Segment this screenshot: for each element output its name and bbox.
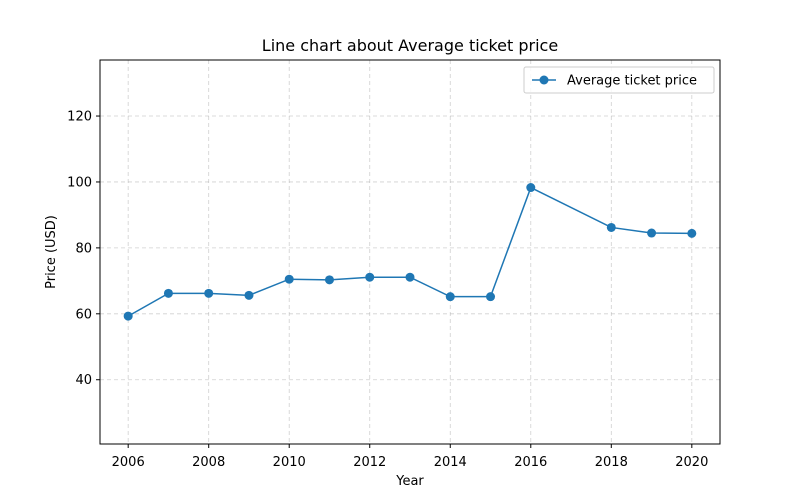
axis-ticks: 2006 2008 2010 2012 2014 2016 2018 2020 40 60 80 10…: [67, 110, 708, 470]
data-point: [486, 292, 496, 302]
y-tick-label: 60: [75, 307, 92, 322]
data-point: [687, 228, 697, 238]
data-point: [647, 228, 657, 238]
data-point: [405, 272, 415, 282]
x-tick-label: 2006: [112, 455, 145, 470]
y-tick-label: 40: [75, 373, 92, 388]
data-point: [163, 288, 173, 298]
data-point: [365, 272, 375, 282]
x-tick-label: 2008: [192, 455, 225, 470]
data-point: [204, 288, 214, 298]
legend-box: [523, 66, 715, 94]
legend-marker-swatch: [539, 75, 549, 85]
x-tick-label: 2014: [434, 455, 467, 470]
x-tick-label: 2016: [514, 455, 547, 470]
y-tick-label: 80: [75, 241, 92, 256]
data-point: [324, 275, 334, 285]
data-point: [526, 183, 536, 193]
data-point: [445, 292, 455, 302]
y-tick-label: 120: [67, 110, 92, 125]
x-tick-label: 2010: [273, 455, 306, 470]
chart-title: Line chart about Average ticket price: [262, 36, 558, 55]
data-point: [284, 274, 294, 284]
legend-entry-average-ticket-price: Average ticket price: [567, 74, 697, 89]
x-tick-label: 2012: [353, 455, 386, 470]
series-line: [127, 186, 692, 317]
data-point: [123, 311, 133, 321]
series-layer: [123, 183, 697, 321]
data-point: [244, 290, 254, 300]
y-tick-label: 100: [67, 175, 92, 190]
x-tick-label: 2018: [595, 455, 628, 470]
grid-lines: [100, 60, 720, 444]
x-axis-label: Year: [395, 474, 424, 489]
plot-frame: [99, 59, 721, 445]
legend: Average ticket price: [523, 66, 715, 94]
x-tick-label: 2020: [675, 455, 708, 470]
y-axis-label: Price (USD): [44, 215, 59, 289]
data-point: [606, 222, 616, 232]
